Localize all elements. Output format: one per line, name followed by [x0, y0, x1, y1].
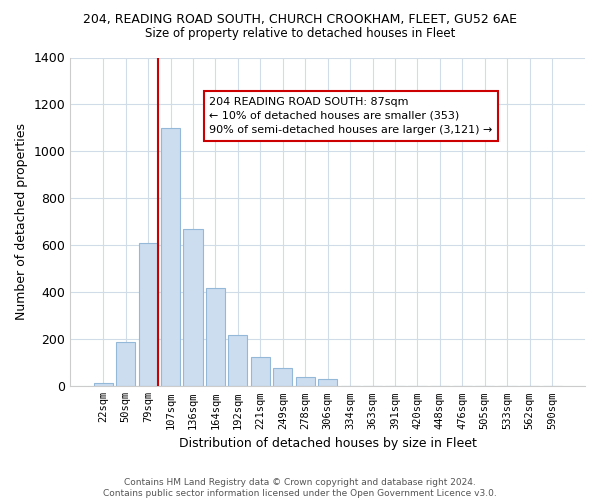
Bar	[318, 380, 337, 386]
Text: Size of property relative to detached houses in Fleet: Size of property relative to detached ho…	[145, 28, 455, 40]
Bar	[229, 334, 247, 386]
Text: Contains HM Land Registry data © Crown copyright and database right 2024.
Contai: Contains HM Land Registry data © Crown c…	[103, 478, 497, 498]
Bar	[273, 368, 292, 386]
Y-axis label: Number of detached properties: Number of detached properties	[15, 124, 28, 320]
Bar	[116, 342, 135, 386]
Bar	[251, 357, 270, 386]
Text: 204 READING ROAD SOUTH: 87sqm
← 10% of detached houses are smaller (353)
90% of : 204 READING ROAD SOUTH: 87sqm ← 10% of d…	[209, 97, 493, 135]
Bar	[139, 243, 158, 386]
Bar	[94, 383, 113, 386]
Bar	[206, 288, 225, 386]
Bar	[296, 377, 315, 386]
Bar	[184, 229, 203, 386]
Bar	[161, 128, 180, 386]
X-axis label: Distribution of detached houses by size in Fleet: Distribution of detached houses by size …	[179, 437, 476, 450]
Text: 204, READING ROAD SOUTH, CHURCH CROOKHAM, FLEET, GU52 6AE: 204, READING ROAD SOUTH, CHURCH CROOKHAM…	[83, 12, 517, 26]
